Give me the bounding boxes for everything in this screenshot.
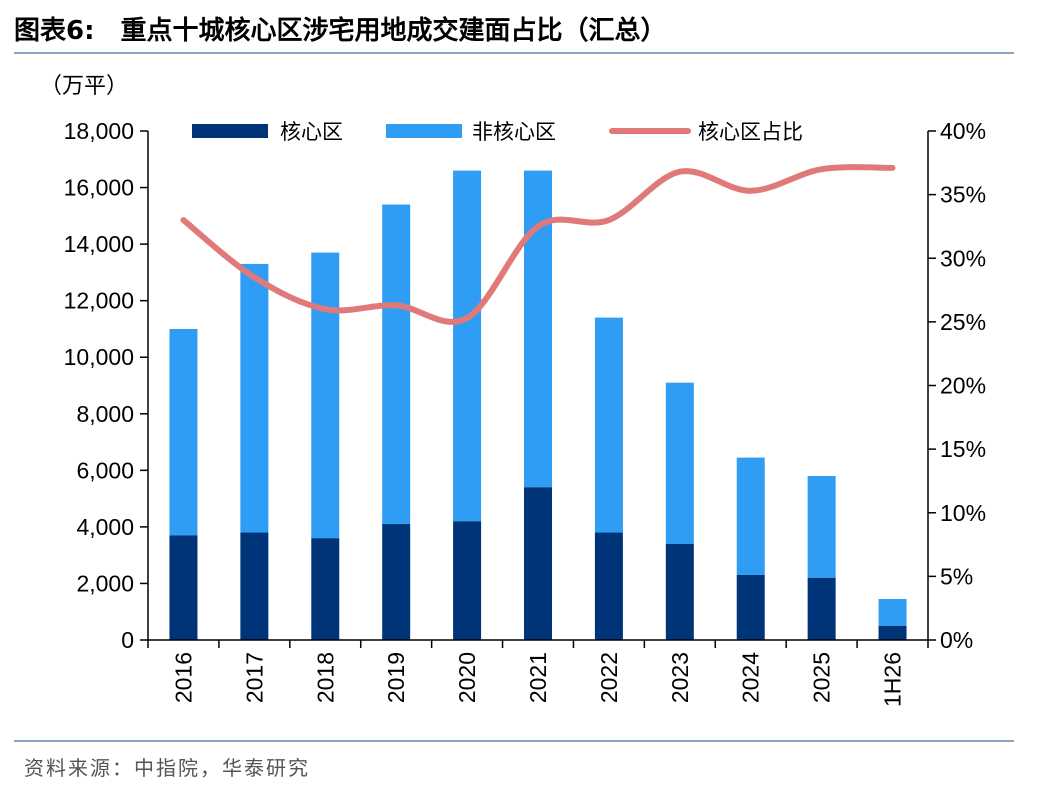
bar-core-1H26 [878,625,907,640]
bar-noncore-2016 [169,328,198,536]
legend-swatch-noncore [386,124,462,138]
y-right-tick-label: 5% [940,563,973,589]
bar-core-2021 [524,487,552,640]
x-tick-label: 2016 [170,652,196,703]
bar-noncore-2020 [453,170,482,522]
unit-label: （万平） [40,74,129,99]
bar-noncore-2019 [382,204,411,525]
y-right-tick-label: 25% [940,309,986,335]
bar-core-2020 [453,521,482,640]
bars [169,170,907,640]
y-right-tick-label: 15% [940,436,986,462]
y-left-tick-label: 6,000 [76,457,134,483]
x-tick-label: 2023 [667,652,693,703]
source-note: 资料来源：中指院，华泰研究 [24,756,310,780]
bar-core-2025 [807,577,836,640]
bar-noncore-2024 [736,457,765,575]
ratio-line-path [180,164,896,325]
chart: 0 2,000 4,000 6,000 8,000 10,000 12,000 14,000 1… [64,118,986,707]
bar-core-2023 [665,543,694,640]
bar-noncore-2018 [311,252,340,539]
figure-title-text: 重点十城核心区涉宅用地成交建面占比（汇总） [120,16,667,46]
x-tick-label: 2018 [312,652,338,703]
bar-core-2017 [240,532,269,640]
bar-noncore-2023 [665,382,694,544]
x-tick-label: 2025 [809,652,835,703]
legend-swatch-core [192,124,268,138]
y-left-tick-label: 2,000 [76,570,134,596]
bar-core-2019 [382,524,411,640]
bar-noncore-2025 [807,475,836,578]
top-divider [14,52,1014,54]
ratio-line [180,164,896,325]
figure-title: 图表6: 重点十城核心区涉宅用地成交建面占比（汇总） [14,10,667,47]
legend-label-core: 核心区 [280,120,343,144]
bar-noncore-2022 [594,317,623,533]
bar-core-2022 [594,532,623,640]
y-right-tick-label: 10% [940,500,986,526]
legend: 核心区 非核心区 核心区占比 [192,120,803,144]
y-left-tick-label: 0 [121,627,134,653]
bar-noncore-1H26 [878,598,907,626]
y-right-tick-label: 0% [940,627,973,653]
x-tick-label: 2019 [383,652,409,703]
x-tick-label: 2021 [525,652,551,703]
y-left-tick-label: 8,000 [76,401,134,427]
figure-label: 图表6: [14,16,95,46]
y-left-tick-label: 14,000 [64,231,134,257]
bar-core-2024 [736,574,765,640]
bottom-divider [14,740,1014,742]
legend-label-ratio: 核心区占比 [698,120,803,144]
y-left-tick-label: 10,000 [64,344,134,370]
legend-label-noncore: 非核心区 [472,120,556,144]
x-tick-label: 2022 [596,652,622,703]
y-left-tick-label: 4,000 [76,514,134,540]
y-left-tick-label: 16,000 [64,175,134,201]
bar-core-2016 [169,535,198,640]
y-right-tick-label: 35% [940,182,986,208]
x-tick-label: 2024 [738,652,764,703]
y-right-tick-label: 20% [940,373,986,399]
y-left-tick-label: 12,000 [64,288,134,314]
bar-noncore-2017 [240,263,269,533]
bar-noncore-2021 [524,170,552,488]
y-left-tick-label: 18,000 [64,118,134,144]
bar-core-2018 [311,538,340,640]
x-tick-label: 2017 [241,652,267,703]
axes: 0 2,000 4,000 6,000 8,000 10,000 12,000 14,000 1… [64,118,986,707]
y-right-tick-label: 30% [940,245,986,271]
y-right-tick-label: 40% [940,118,986,144]
x-tick-label: 1H26 [880,652,906,707]
x-tick-label: 2020 [454,652,480,703]
